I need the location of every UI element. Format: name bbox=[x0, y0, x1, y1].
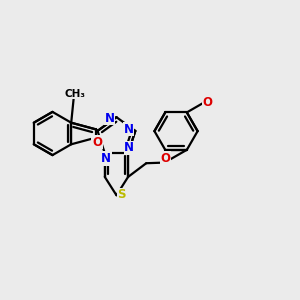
Text: CH₃: CH₃ bbox=[64, 88, 86, 98]
Text: N: N bbox=[124, 141, 134, 154]
Text: O: O bbox=[161, 152, 171, 165]
Text: S: S bbox=[118, 188, 126, 201]
Text: O: O bbox=[203, 96, 213, 109]
Text: N: N bbox=[101, 152, 111, 165]
Text: N: N bbox=[105, 112, 115, 124]
Text: N: N bbox=[124, 123, 134, 136]
Text: O: O bbox=[92, 136, 102, 149]
